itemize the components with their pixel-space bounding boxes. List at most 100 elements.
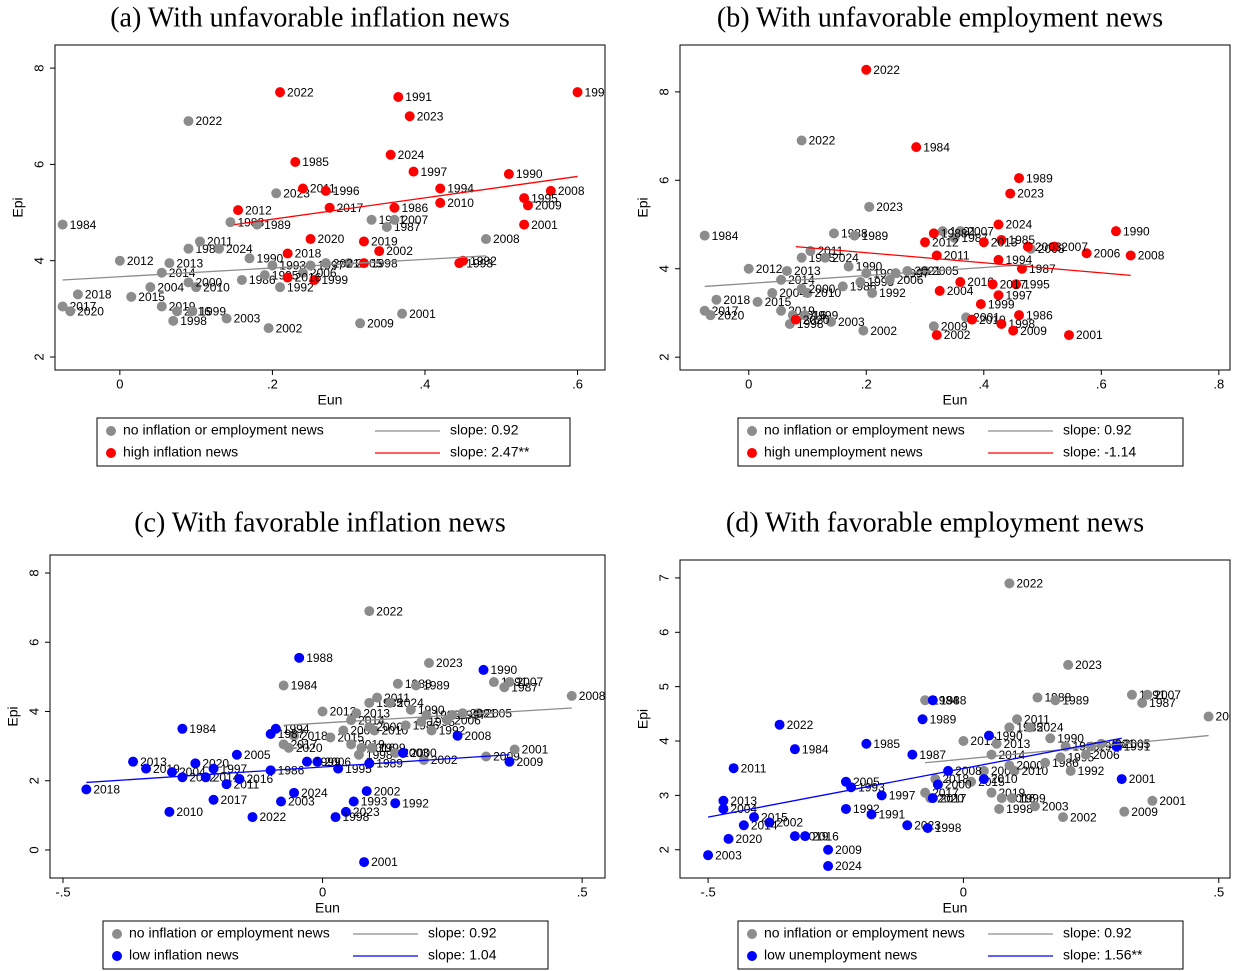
point-label: 2023: [436, 656, 463, 670]
point: [289, 787, 300, 798]
point: [290, 157, 301, 167]
point-label: 2005: [244, 748, 271, 762]
y-tick-label: 7: [656, 574, 671, 581]
point: [932, 779, 943, 790]
point-label: 2012: [932, 235, 959, 249]
y-tick-label: 8: [31, 64, 46, 71]
point: [907, 749, 918, 760]
trend-line: [704, 263, 1031, 288]
point-label: 1987: [919, 748, 946, 762]
point-label: 1994: [1005, 253, 1032, 267]
point-label: 2020: [803, 313, 830, 327]
point: [1011, 279, 1022, 290]
point: [416, 716, 427, 727]
point-label: 1989: [423, 679, 450, 693]
point: [1032, 692, 1043, 703]
point-label: 1990: [491, 663, 518, 677]
point-label: 1988: [940, 693, 967, 707]
panel: (c) With favorable inflation news 0 2 4 6 8 -.…: [5, 507, 606, 970]
trend-line: [707, 737, 1122, 818]
point: [364, 697, 375, 708]
point-label: 2024: [301, 786, 328, 800]
point-label: 1989: [930, 712, 957, 726]
chart-title: (c) With favorable inflation news: [134, 507, 506, 538]
point: [244, 253, 255, 264]
legend-slope: slope: 0.92: [450, 422, 519, 438]
point-label: 1998: [180, 314, 207, 328]
point-label: 2016: [967, 275, 994, 289]
point: [1111, 226, 1122, 237]
point: [168, 315, 179, 326]
legend-marker: [747, 951, 757, 961]
point-label: 1987: [1029, 262, 1056, 276]
point: [72, 289, 83, 300]
point: [911, 142, 922, 153]
point-label: 2016: [295, 271, 322, 285]
point-label: 1990: [516, 167, 543, 181]
point: [390, 798, 401, 809]
point-label: 1992: [879, 286, 906, 300]
point: [435, 183, 446, 194]
point: [366, 214, 377, 225]
point-label: 2004: [157, 280, 184, 294]
point: [1014, 310, 1025, 321]
point-label: 2023: [1075, 658, 1102, 672]
point: [81, 784, 92, 795]
point: [1096, 738, 1107, 749]
point: [1014, 173, 1025, 184]
legend-slope: slope: 2.47**: [450, 444, 530, 460]
point: [986, 749, 997, 760]
point: [1111, 741, 1122, 752]
trend-line: [62, 255, 487, 281]
point-label: 2012: [330, 705, 357, 719]
point-label: 1998: [1006, 802, 1033, 816]
point: [928, 228, 939, 239]
point: [156, 301, 167, 312]
point: [837, 281, 848, 292]
point: [789, 744, 800, 755]
point-label: 2012: [756, 262, 783, 276]
point: [312, 756, 323, 767]
point-label: 2001: [371, 855, 398, 869]
point: [1081, 248, 1092, 259]
point-label: 1986: [1026, 308, 1053, 322]
point-label: 2024: [226, 242, 253, 256]
point-label: 2002: [276, 321, 303, 335]
plot-frame: [49, 554, 606, 879]
point-label: 1984: [712, 229, 739, 243]
point: [177, 723, 188, 734]
point: [519, 219, 530, 230]
point: [949, 232, 960, 243]
point-label: 2010: [447, 196, 474, 210]
point-label: 2003: [715, 848, 742, 862]
legend-marker: [747, 448, 757, 458]
point: [265, 728, 276, 739]
y-tick-label: 3: [656, 792, 671, 799]
plot-area: 1984202220122018201720202015200420132014…: [57, 85, 605, 335]
point: [738, 820, 749, 831]
point-label: 2010: [1021, 764, 1048, 778]
point-label: 1998: [343, 810, 370, 824]
point: [177, 772, 188, 783]
point-label: 2002: [870, 324, 897, 338]
point: [1126, 689, 1137, 700]
legend-frame: [737, 920, 1184, 970]
point: [828, 228, 839, 239]
point-label: 2006: [897, 273, 924, 287]
point: [435, 197, 446, 208]
point-label: 2002: [386, 244, 413, 258]
y-axis-title: Epi: [635, 197, 651, 217]
x-tick-label: 0: [116, 376, 123, 391]
point: [398, 748, 409, 759]
point: [231, 749, 242, 760]
point-label: 1996: [333, 184, 360, 198]
point: [236, 274, 247, 285]
point-label: 1989: [1026, 171, 1053, 185]
point: [263, 323, 274, 334]
point: [426, 725, 437, 736]
point: [183, 277, 194, 288]
point: [983, 730, 994, 741]
legend-frame: [102, 920, 549, 970]
point-label: 2020: [318, 232, 345, 246]
point-label: 2000: [945, 778, 972, 792]
